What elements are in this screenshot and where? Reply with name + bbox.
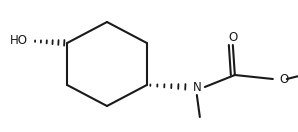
Text: O: O <box>280 72 289 86</box>
Text: HO: HO <box>10 34 28 48</box>
Text: N: N <box>193 81 201 93</box>
Text: O: O <box>228 30 238 44</box>
